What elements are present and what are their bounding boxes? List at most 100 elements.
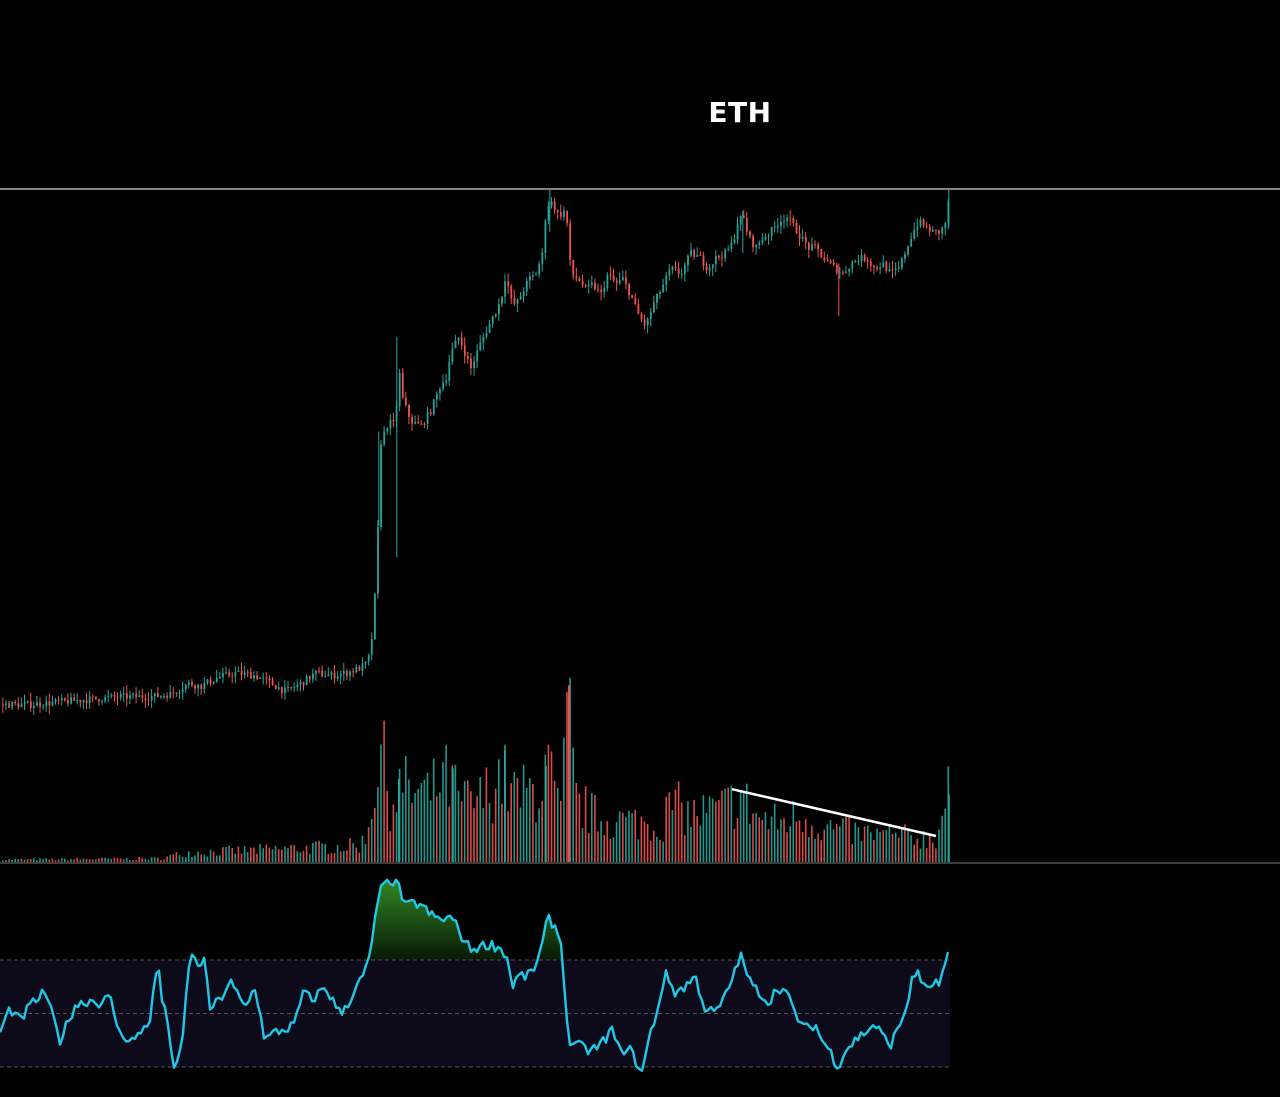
candle-body — [829, 260, 832, 263]
candle-body — [631, 294, 634, 298]
candle-body — [718, 256, 720, 258]
candle-body — [708, 267, 711, 271]
candle-body — [615, 280, 618, 284]
candle-body — [147, 700, 150, 702]
candle-body — [212, 681, 215, 684]
volume-bar — [367, 827, 370, 862]
candle-body — [129, 695, 131, 699]
volume-bar — [863, 826, 866, 862]
volume-bar — [386, 790, 388, 862]
volume-bar — [417, 788, 419, 862]
candle-body — [138, 695, 141, 698]
volume-bar — [401, 792, 404, 862]
volume-bar — [268, 847, 271, 862]
volume-bar — [482, 808, 485, 862]
volume-bar — [463, 781, 466, 862]
volume-bar — [925, 847, 928, 862]
volume-bar — [271, 849, 274, 862]
volume-bar — [783, 818, 785, 862]
volume-bar — [274, 845, 277, 862]
volume-bar — [746, 783, 748, 862]
candle-body — [374, 593, 376, 639]
volume-bar — [919, 848, 922, 862]
candle-body — [888, 269, 891, 271]
volume-bar — [126, 857, 128, 862]
candle-body — [563, 210, 565, 217]
candle-body — [327, 674, 330, 677]
volume-bar — [67, 860, 69, 862]
candle-body — [91, 696, 94, 698]
candle-body — [634, 297, 637, 304]
volume-bar — [888, 826, 891, 862]
volume-bar — [529, 778, 531, 862]
candle-body — [780, 221, 782, 226]
volume-bar — [411, 802, 413, 862]
candle-body — [132, 693, 134, 696]
candle-body — [448, 362, 451, 381]
volume-bar — [764, 811, 767, 862]
volume-bar — [876, 828, 878, 862]
candle-body — [578, 278, 581, 282]
volume-bar — [727, 787, 729, 862]
volume-bar — [141, 858, 144, 862]
volume-bar — [640, 816, 643, 862]
volume-bar — [129, 859, 131, 862]
volume-bar — [808, 837, 810, 862]
candle-body — [364, 661, 367, 664]
candle-body — [457, 337, 460, 341]
volume-bar — [225, 847, 227, 862]
candle-body — [767, 235, 770, 237]
volume-bar — [172, 854, 175, 862]
volume-bar — [618, 811, 621, 862]
volume-bar — [801, 832, 804, 862]
candle-body — [73, 697, 76, 701]
volume-bar — [547, 744, 550, 862]
volume-bar — [64, 858, 66, 862]
candle-body — [501, 296, 503, 304]
candle-body — [268, 678, 271, 681]
candle-body — [901, 258, 903, 268]
volume-bar — [649, 840, 652, 862]
candle-body — [795, 223, 798, 234]
volume-bar — [101, 857, 103, 862]
candle-body — [411, 416, 413, 424]
candle-body — [777, 225, 779, 227]
candle-body — [758, 242, 761, 245]
volume-bar — [708, 796, 711, 862]
candle-body — [842, 272, 844, 274]
candle-body — [336, 676, 339, 679]
volume-bar — [804, 819, 807, 862]
candle-body — [820, 248, 823, 258]
volume-bar — [715, 801, 717, 862]
candle-body — [587, 284, 590, 286]
volume-bar — [584, 786, 587, 862]
candle-body — [516, 299, 519, 304]
candle-body — [305, 675, 308, 686]
volume-bar — [553, 780, 556, 862]
candle-body — [178, 692, 181, 694]
volume-bar — [203, 854, 206, 862]
volume-bar — [429, 800, 432, 862]
volume-bar — [711, 798, 714, 862]
volume-bar — [104, 857, 106, 862]
candle-body — [432, 399, 435, 415]
candle-body — [228, 672, 231, 676]
candle-body — [894, 268, 897, 271]
candle-body — [904, 254, 906, 259]
volume-bar — [17, 859, 20, 862]
candle-body — [569, 223, 572, 260]
volume-bar — [702, 795, 705, 862]
volume-bar — [597, 831, 599, 862]
candle-body — [538, 264, 541, 275]
candle-body — [736, 224, 739, 240]
candle-body — [29, 701, 32, 708]
candle-body — [442, 382, 444, 390]
candle-body — [181, 689, 184, 693]
volume-bar — [634, 809, 636, 862]
volume-bar — [603, 835, 605, 862]
candle-body — [724, 249, 727, 259]
candle-body — [188, 682, 190, 685]
candle-body — [801, 236, 804, 239]
candle-body — [429, 412, 432, 415]
candle-body — [191, 682, 193, 686]
